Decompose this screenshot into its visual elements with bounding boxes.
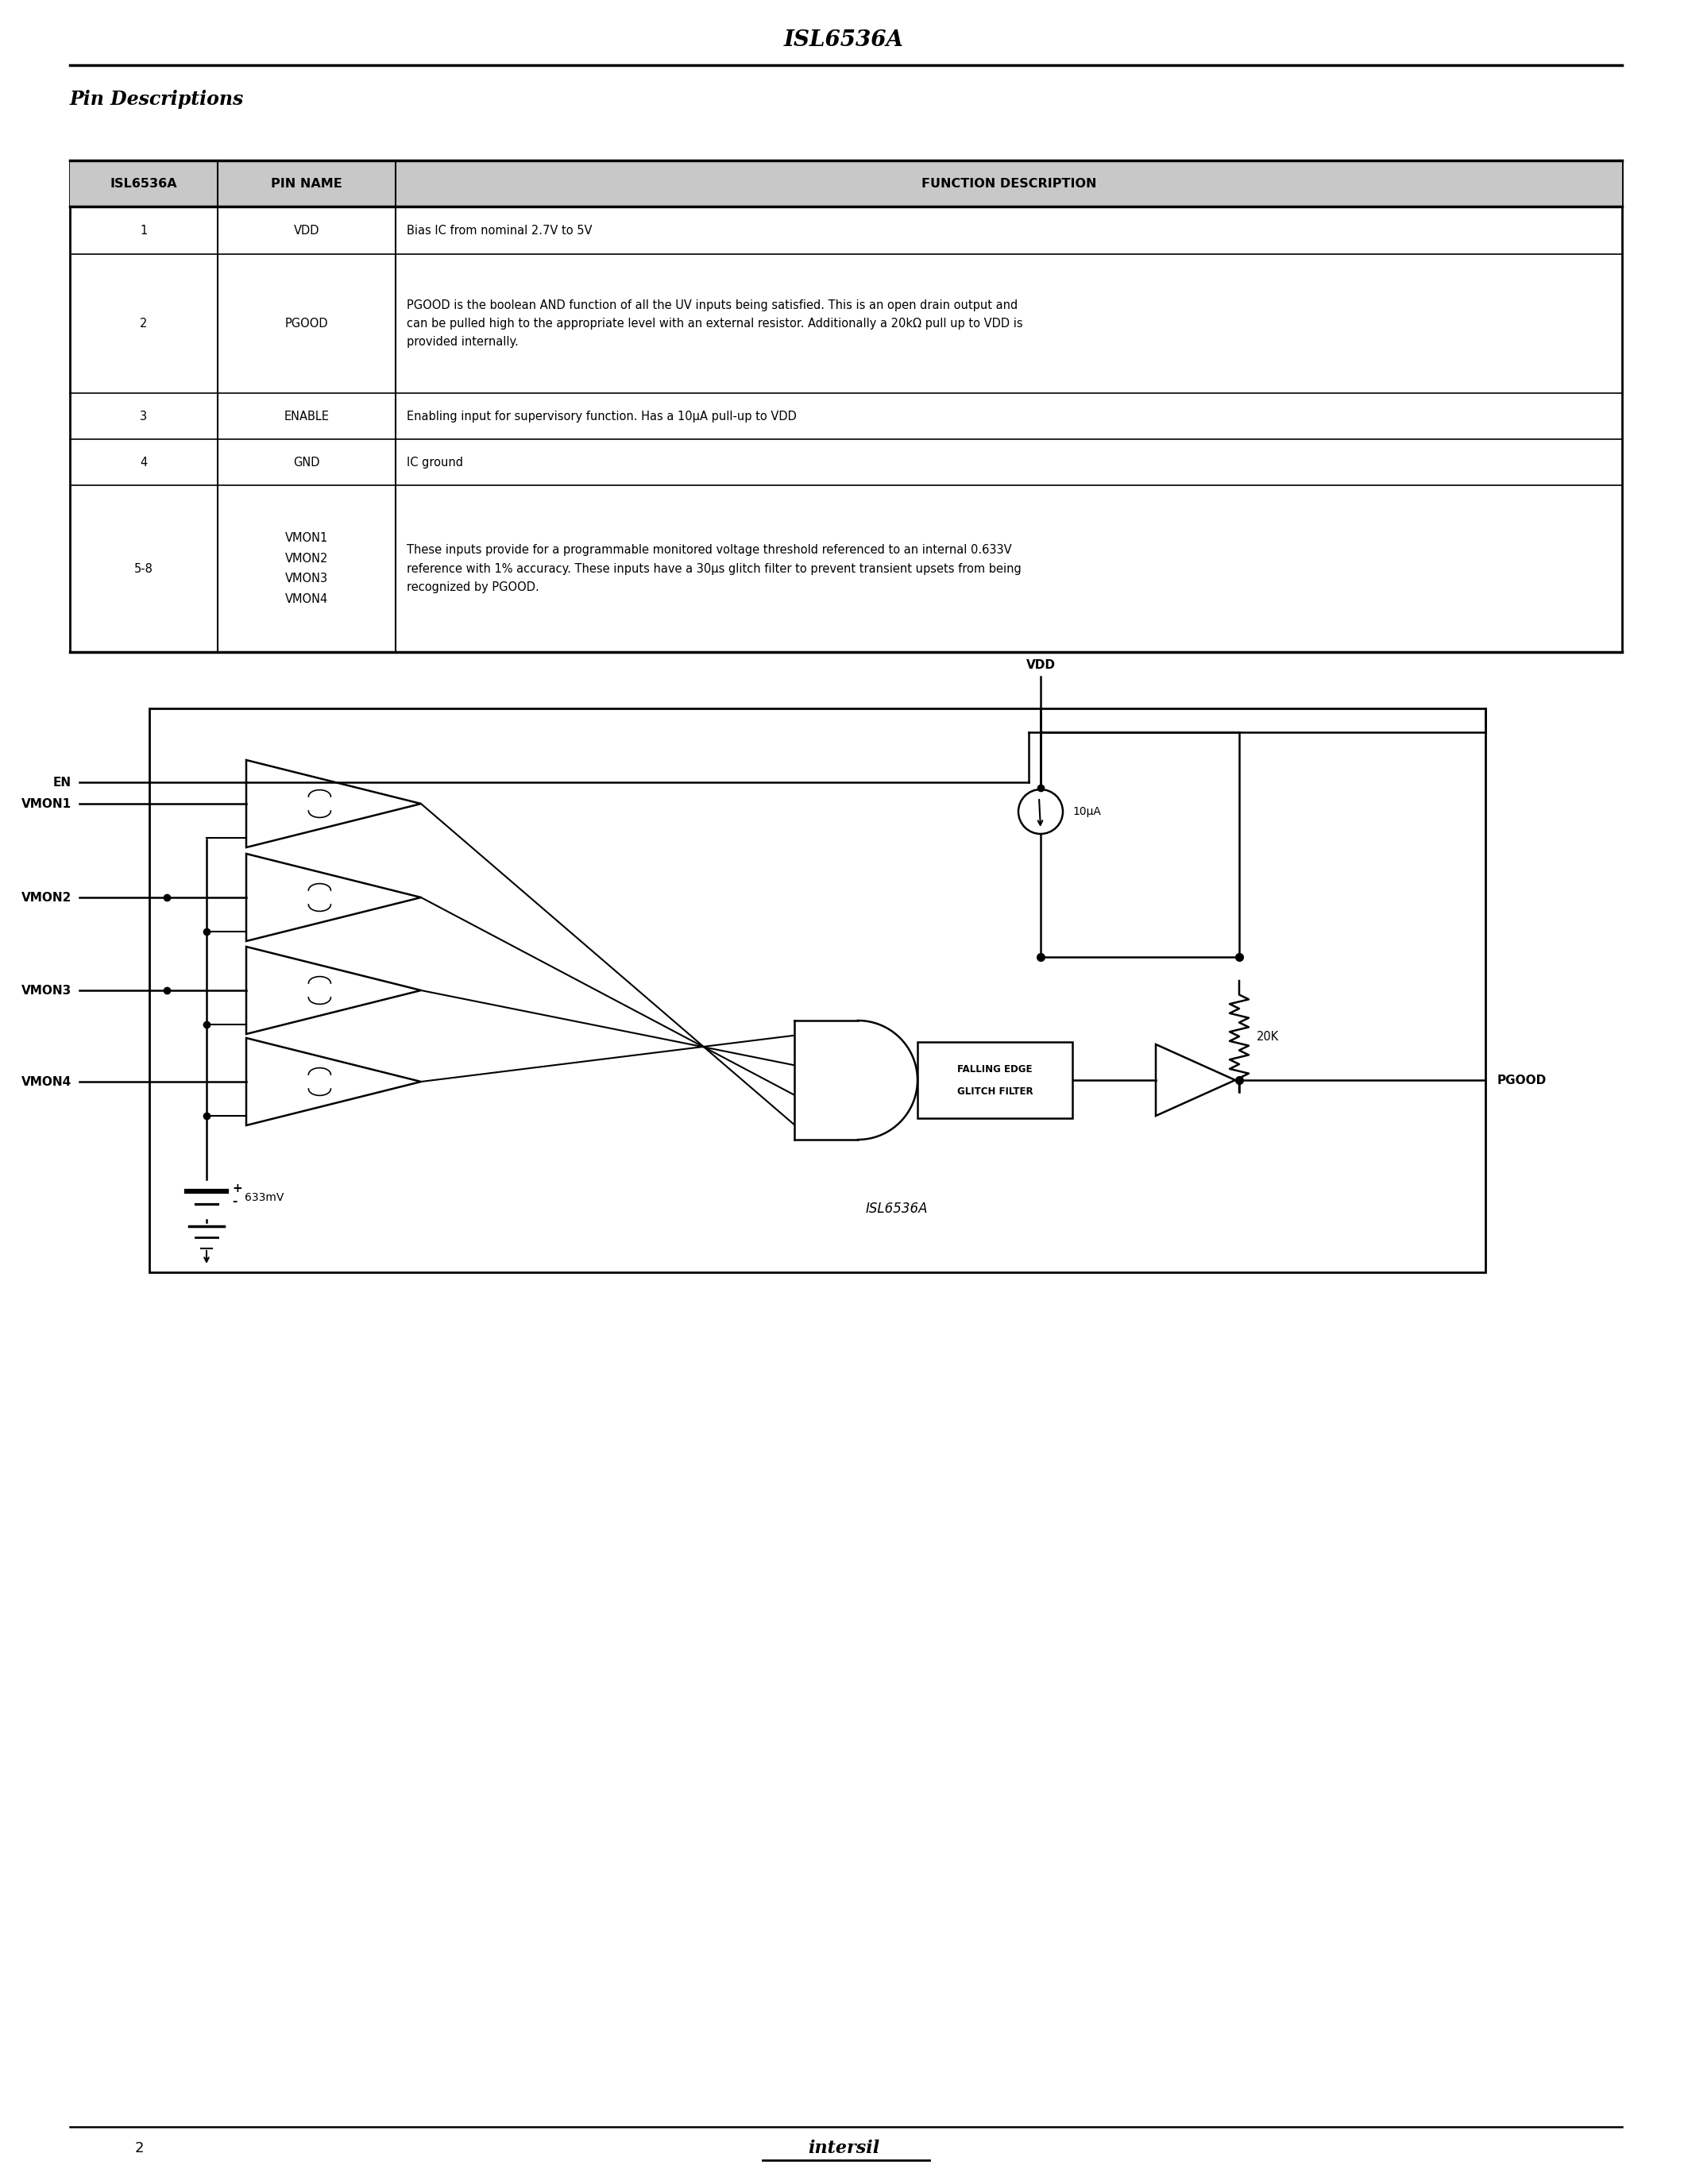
- Text: 5-8: 5-8: [133, 563, 154, 574]
- Text: VMON4: VMON4: [22, 1077, 71, 1088]
- Text: ISL6536A: ISL6536A: [866, 1201, 928, 1216]
- Text: VDD: VDD: [1026, 660, 1055, 670]
- Text: ISL6536A: ISL6536A: [783, 28, 905, 50]
- Text: -: -: [231, 1195, 236, 1208]
- Text: Enabling input for supervisory function. Has a 10μA pull-up to VDD: Enabling input for supervisory function.…: [407, 411, 797, 422]
- Text: FUNCTION DESCRIPTION: FUNCTION DESCRIPTION: [922, 177, 1097, 190]
- Text: 10μA: 10μA: [1072, 806, 1101, 817]
- Text: PGOOD: PGOOD: [285, 317, 327, 330]
- Text: VMON1: VMON1: [22, 797, 71, 810]
- Text: VDD: VDD: [294, 225, 319, 236]
- Text: +: +: [231, 1182, 241, 1195]
- Text: Bias IC from nominal 2.7V to 5V: Bias IC from nominal 2.7V to 5V: [407, 225, 592, 236]
- Text: 1: 1: [140, 225, 147, 236]
- Bar: [69, 159, 1622, 207]
- Text: PGOOD is the boolean AND function of all the UV inputs being satisfied. This is : PGOOD is the boolean AND function of all…: [407, 299, 1023, 347]
- Text: intersil: intersil: [809, 2140, 879, 2158]
- Text: ENABLE: ENABLE: [284, 411, 329, 422]
- Text: ISL6536A: ISL6536A: [110, 177, 177, 190]
- Text: PIN NAME: PIN NAME: [272, 177, 343, 190]
- Text: 4: 4: [140, 456, 147, 467]
- Bar: [149, 708, 1485, 1273]
- Text: 20K: 20K: [1256, 1031, 1280, 1042]
- Text: VMON3: VMON3: [22, 985, 71, 996]
- Text: VMON1
VMON2
VMON3
VMON4: VMON1 VMON2 VMON3 VMON4: [285, 533, 327, 605]
- Text: 2: 2: [135, 2140, 143, 2156]
- Bar: [918, 1042, 1072, 1118]
- Text: 2: 2: [140, 317, 147, 330]
- Text: PGOOD: PGOOD: [1497, 1075, 1546, 1085]
- Text: IC ground: IC ground: [407, 456, 464, 467]
- Text: 633mV: 633mV: [245, 1192, 284, 1203]
- Text: 3: 3: [140, 411, 147, 422]
- Text: Pin Descriptions: Pin Descriptions: [69, 90, 245, 109]
- Text: These inputs provide for a programmable monitored voltage threshold referenced t: These inputs provide for a programmable …: [407, 544, 1021, 594]
- Text: EN: EN: [52, 775, 71, 788]
- Text: GND: GND: [294, 456, 321, 467]
- Text: VMON2: VMON2: [22, 891, 71, 904]
- Bar: [69, 159, 1622, 653]
- Text: FALLING EDGE: FALLING EDGE: [957, 1064, 1033, 1075]
- Text: GLITCH FILTER: GLITCH FILTER: [957, 1085, 1033, 1096]
